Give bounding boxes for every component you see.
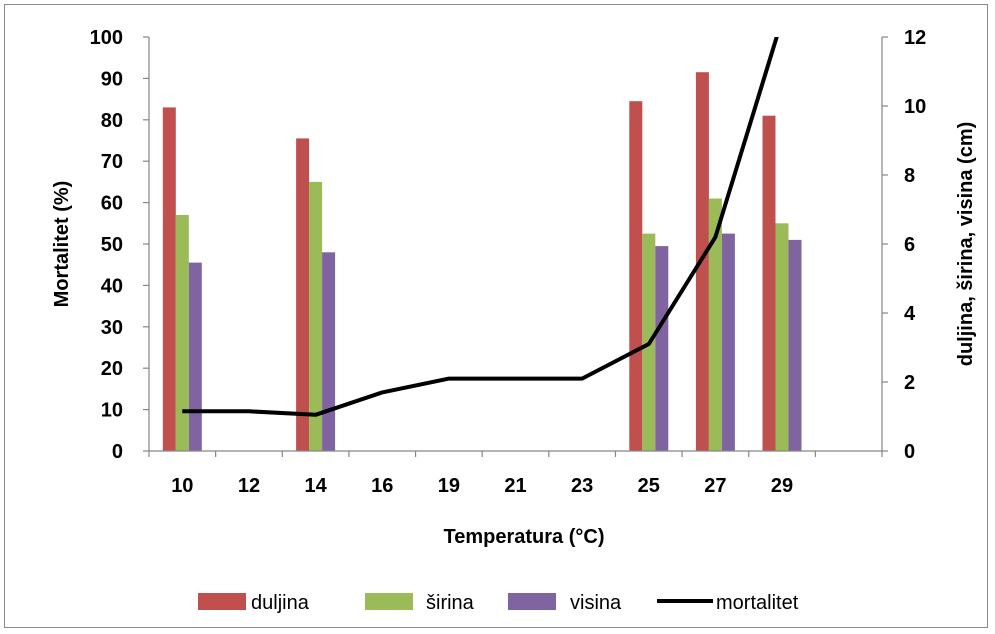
x-tick-label: 16 xyxy=(371,475,393,497)
bar-visina-25 xyxy=(655,246,669,451)
y-tick-label-right: 6 xyxy=(904,234,915,256)
y-ticks-right: 0 2 4 6 8 10 12 xyxy=(882,27,926,463)
x-tick-label: 14 xyxy=(304,475,327,497)
y-tick-label-left: 50 xyxy=(101,234,123,256)
legend-swatch-duljina xyxy=(198,593,246,610)
bar-visina-14 xyxy=(322,252,336,451)
bar-duljina-25 xyxy=(629,101,643,451)
x-axis-title: Temperatura (°C) xyxy=(444,526,605,548)
legend-swatch-visina xyxy=(508,593,556,610)
bar-širina-27 xyxy=(708,198,722,451)
x-tick-label: 25 xyxy=(638,475,660,497)
line-group xyxy=(182,37,779,417)
y-tick-label-left: 30 xyxy=(101,317,123,339)
y-tick-label-right: 12 xyxy=(904,27,926,49)
x-tick-label: 27 xyxy=(704,475,726,497)
line-mortalitet xyxy=(182,37,779,417)
bar-duljina-10 xyxy=(162,107,176,452)
bar-širina-14 xyxy=(309,181,323,451)
legend-label-duljina: duljina xyxy=(251,592,310,614)
bars-group xyxy=(162,72,802,452)
legend: duljina širina visina mortalitet xyxy=(198,592,799,614)
x-tick-label: 21 xyxy=(504,475,526,497)
y-tick-label-left: 90 xyxy=(101,68,123,90)
legend-label-mortalitet: mortalitet xyxy=(716,592,799,614)
x-ticks: 10 12 14 16 19 21 23 25 27 29 xyxy=(148,451,883,497)
bar-visina-27 xyxy=(721,233,735,451)
y-tick-label-left: 100 xyxy=(90,27,123,49)
y-axis-title-right: duljina, širina, visina (cm) xyxy=(955,122,977,367)
y-tick-label-left: 40 xyxy=(101,275,123,297)
y-ticks-left: 0 10 20 30 40 50 60 70 80 90 100 xyxy=(90,27,149,463)
x-tick-label: 23 xyxy=(571,475,593,497)
legend-label-visina: visina xyxy=(570,592,622,614)
legend-swatch-širina xyxy=(365,593,413,610)
bar-duljina-29 xyxy=(762,115,776,451)
y-tick-label-left: 70 xyxy=(101,151,123,173)
y-tick-label-right: 2 xyxy=(904,372,915,394)
x-tick-label: 10 xyxy=(171,475,193,497)
y-tick-label-right: 0 xyxy=(904,441,915,463)
y-tick-label-left: 0 xyxy=(112,441,123,463)
y-tick-label-right: 8 xyxy=(904,165,915,187)
y-tick-label-right: 4 xyxy=(904,303,916,325)
y-tick-label-left: 20 xyxy=(101,358,123,380)
bar-visina-10 xyxy=(188,262,202,451)
x-tick-label: 12 xyxy=(238,475,260,497)
bar-širina-29 xyxy=(775,223,789,451)
x-tick-label: 29 xyxy=(771,475,793,497)
y-axis-title-left: Mortalitet (%) xyxy=(51,181,73,308)
y-tick-label-left: 80 xyxy=(101,110,123,132)
legend-label-širina: širina xyxy=(426,592,475,614)
y-tick-label-left: 10 xyxy=(101,400,123,422)
y-tick-label-left: 60 xyxy=(101,193,123,215)
bar-visina-29 xyxy=(788,239,802,451)
bar-duljina-14 xyxy=(296,138,310,451)
y-tick-label-right: 10 xyxy=(904,96,926,118)
x-tick-label: 19 xyxy=(438,475,460,497)
bar-širina-10 xyxy=(175,215,189,451)
